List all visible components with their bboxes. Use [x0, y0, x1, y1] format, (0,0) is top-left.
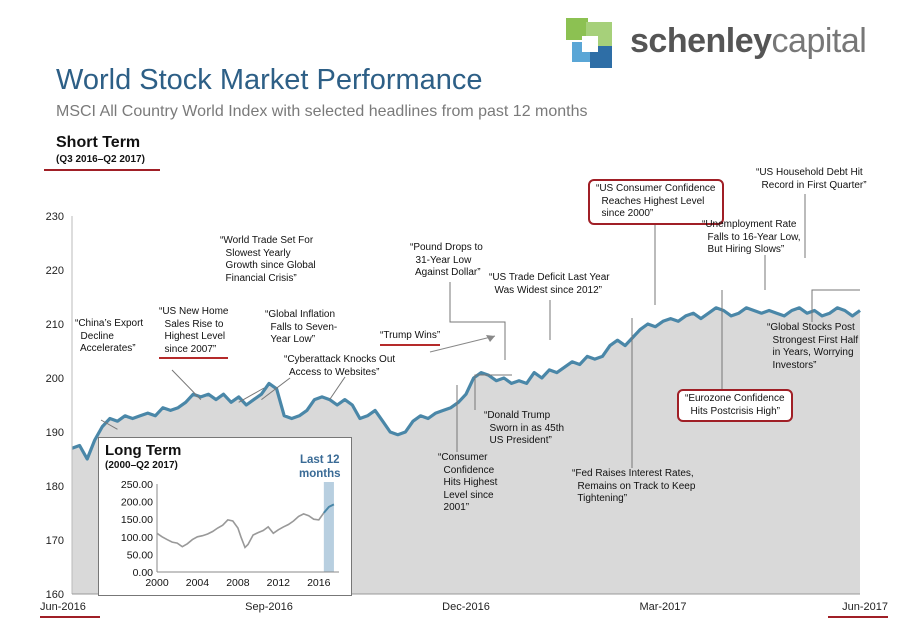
inset-x-tick-label: 2016 [307, 577, 331, 589]
headline-annotation: “US New Home Sales Rise to Highest Level… [159, 306, 229, 359]
last-12-months-label: Last 12 months [299, 454, 341, 480]
page-subtitle: MSCI All Country World Index with select… [56, 103, 588, 120]
y-tick-label: 180 [46, 481, 64, 493]
headline-annotation: “Global Stocks Post Strongest First Half… [767, 322, 859, 371]
headline-annotation: “Eurozone Confidence Hits Postcrisis Hig… [677, 389, 793, 422]
headline-annotation: “Cyberattack Knocks Out Access to Websit… [284, 354, 396, 378]
long-term-range: (2000–Q2 2017) [105, 460, 178, 471]
annotation-leader [474, 374, 512, 410]
headline-annotation: “Trump Wins” [380, 330, 441, 346]
annotation-leader [238, 387, 265, 403]
logo-bold: schenley [630, 22, 772, 60]
short-term-label: Short Term [56, 134, 141, 151]
inset-y-tick-label: 150.00 [121, 514, 153, 526]
long-term-title: Long Term [105, 442, 182, 459]
headline-annotation: “US Household Debt Hit Record in First Q… [756, 167, 867, 191]
inset-history-line [156, 512, 325, 549]
y-tick-label: 230 [46, 211, 64, 223]
x-tick-label: Jun-2016 [40, 601, 86, 613]
x-tick-label: Sep-2016 [245, 601, 293, 613]
trend-arrow-head [486, 335, 495, 342]
headline-annotation: “Pound Drops to 31-Year Low Against Doll… [410, 242, 483, 278]
annotation-leader [100, 419, 118, 430]
headline-annotation: “US Consumer Confidence Reaches Highest … [588, 179, 724, 225]
inset-y-tick-label: 0.00 [133, 567, 154, 579]
headline-annotation: “Global Inflation Falls to Seven- Year L… [265, 309, 338, 345]
headline-annotation: “US Trade Deficit Last Year Was Widest s… [489, 272, 610, 296]
inset-y-tick-label: 250.00 [121, 479, 153, 491]
annotation-leader [261, 377, 291, 400]
inset-y-tick-label: 200.00 [121, 497, 153, 509]
long-term-inset: 0.00 50.00 100.00 150.00 200.00 250.00 2000 200… [98, 437, 352, 596]
y-tick-label: 190 [46, 427, 64, 439]
annotation-leader [329, 376, 346, 400]
logo-wordmark: schenleycapital [630, 22, 867, 61]
annotation-leader [449, 282, 506, 360]
short-term-range: (Q3 2016–Q2 2017) [56, 154, 145, 165]
x-tick-label: Mar-2017 [639, 601, 686, 613]
inset-y-tick-label: 50.00 [127, 549, 153, 561]
x-tick-label: Jun-2017 [842, 601, 888, 613]
inset-x-tick-label: 2004 [186, 577, 210, 589]
inset-x-tick-label: 2000 [145, 577, 169, 589]
trend-arrow [429, 335, 496, 353]
last-12-months-band [323, 482, 334, 572]
y-tick-label: 200 [46, 373, 64, 385]
schenley-logo-icon [560, 14, 620, 74]
long-term-chart: 0.00 50.00 100.00 150.00 200.00 250.00 2000 200… [121, 479, 339, 589]
x-tick-label: Dec-2016 [442, 601, 490, 613]
logo-light: capital [771, 22, 867, 60]
inset-x-tick-label: 2008 [226, 577, 250, 589]
headline-annotation: “Donald Trump Sworn in as 45th US Presid… [484, 410, 565, 446]
headline-annotation: “Fed Raises Interest Rates, Remains on T… [572, 468, 696, 504]
y-tick-label: 220 [46, 265, 64, 277]
inset-x-tick-label: 2012 [267, 577, 291, 589]
page-title: World Stock Market Performance [56, 64, 483, 96]
annotation-leader [811, 289, 860, 322]
headline-annotation: “World Trade Set For Slowest Yearly Grow… [220, 235, 316, 284]
inset-recent-line [323, 503, 335, 514]
y-tick-label: 160 [46, 589, 64, 601]
headline-annotation: “Unemployment Rate Falls to 16-Year Low,… [702, 219, 801, 255]
y-tick-label: 210 [46, 319, 64, 331]
headline-annotation: “Consumer Confidence Hits Highest Level … [438, 452, 498, 513]
y-tick-label: 170 [46, 535, 64, 547]
inset-y-tick-label: 100.00 [121, 532, 153, 544]
annotation-leader [171, 369, 202, 400]
headline-annotation: “China’s Export Decline Accelerates” [75, 318, 144, 354]
index-line [71, 306, 861, 461]
